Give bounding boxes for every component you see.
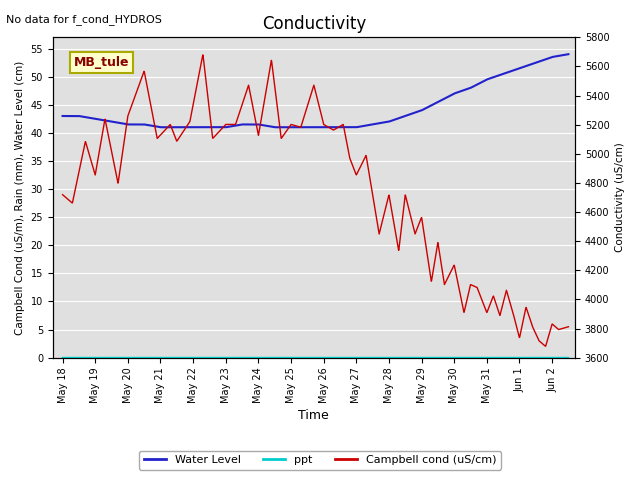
X-axis label: Time: Time: [298, 409, 329, 422]
Text: MB_tule: MB_tule: [74, 56, 129, 69]
Text: No data for f_cond_HYDROS: No data for f_cond_HYDROS: [6, 14, 163, 25]
Y-axis label: Conductivity (uS/cm): Conductivity (uS/cm): [615, 143, 625, 252]
Legend: Water Level, ppt, Campbell cond (uS/cm): Water Level, ppt, Campbell cond (uS/cm): [140, 451, 500, 469]
Y-axis label: Campbell Cond (uS/m), Rain (mm), Water Level (cm): Campbell Cond (uS/m), Rain (mm), Water L…: [15, 60, 25, 335]
Title: Conductivity: Conductivity: [262, 15, 366, 33]
